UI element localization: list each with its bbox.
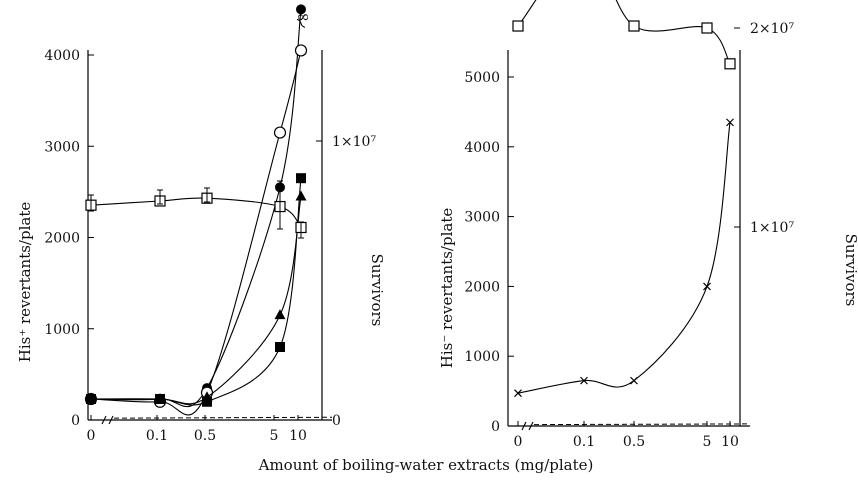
data-point-cross <box>580 376 588 385</box>
x-axis-break-mark <box>521 421 534 431</box>
data-point-filled-triangle <box>295 190 307 201</box>
series-line <box>90 50 302 416</box>
data-point-filled-square <box>155 394 165 405</box>
data-point-filled-square <box>275 342 285 352</box>
data-point-open-square <box>701 22 713 34</box>
left-right-axis-label: Survivors <box>368 254 386 327</box>
x-tick-label: 0 <box>514 434 523 450</box>
axis-break-squiggle <box>296 18 306 28</box>
data-point-open-square <box>512 20 524 32</box>
data-point-filled-square <box>86 394 96 405</box>
x-tick-label: 10 <box>289 428 307 444</box>
x-axis-label: Amount of boiling-water extracts (mg/pla… <box>258 456 594 474</box>
y-left-tick-label: 5000 <box>464 70 500 86</box>
y-right-tick-label: 1×10⁷ <box>750 220 794 236</box>
left-y-axis-label: His⁺ revertants/plate <box>16 202 34 363</box>
y-right-tick-label: 2×10⁷ <box>750 21 794 37</box>
series-line <box>517 122 731 394</box>
y-left-tick-label: 0 <box>71 413 80 429</box>
data-point-open-circle <box>273 126 287 139</box>
x-tick-label: 0.5 <box>623 434 645 450</box>
right-y-axis-label: His⁻ revertants/plate <box>438 208 456 369</box>
y-left-tick-label: 0 <box>491 419 500 435</box>
left-plot-layer: 0 1000 2000 3000 4000 0 1×10⁷ 0 0.1 0.5 5 10 <box>44 4 376 444</box>
y-left-tick-label: 1000 <box>464 349 500 365</box>
right-right-axis-label: Survivors <box>842 234 858 307</box>
data-point-open-square <box>628 20 640 32</box>
y-left-tick-label: 4000 <box>44 48 80 64</box>
data-point-cross <box>630 376 638 385</box>
left-panel: His⁺ revertants/plate Survivors ∞ 010002… <box>16 4 386 444</box>
series-line <box>90 196 302 405</box>
x-tick-label: 5 <box>703 434 712 450</box>
series-line <box>90 197 302 228</box>
y-right-tick-label: 1×10⁷ <box>332 134 376 150</box>
x-tick-label: 0 <box>87 428 96 444</box>
right-plot-layer: 0 1000 2000 3000 4000 5000 1×10⁷ 2×10⁷ 0 0.1 0.5 5 1… <box>464 0 794 450</box>
data-point-cross <box>726 118 734 127</box>
series-line <box>90 178 302 406</box>
right-panel: His⁻ revertants/plate Survivors 0 1000 200… <box>438 0 858 450</box>
x-axis-break-mark <box>101 415 114 425</box>
x-tick-label: 10 <box>721 434 739 450</box>
series-line <box>90 9 302 408</box>
y-left-tick-label: 2000 <box>464 279 500 295</box>
y-left-tick-label: 3000 <box>464 210 500 226</box>
x-tick-label: 5 <box>270 428 279 444</box>
data-point-cross <box>514 389 522 398</box>
x-tick-label: 0.1 <box>573 434 595 450</box>
data-point-filled-triangle <box>274 309 286 320</box>
data-point-filled-square <box>296 173 306 184</box>
data-point-filled-circle <box>296 4 306 15</box>
y-right-tick-label: 0 <box>332 413 341 429</box>
y-left-tick-label: 3000 <box>44 139 80 155</box>
dashed-baseline <box>533 423 751 426</box>
data-point-cross <box>703 282 711 291</box>
data-point-filled-square <box>202 396 212 407</box>
series-line <box>517 0 731 65</box>
dashed-baseline <box>113 416 333 419</box>
y-left-tick-label: 1000 <box>44 322 80 338</box>
x-tick-label: 0.1 <box>146 428 168 444</box>
y-left-tick-label: 2000 <box>44 231 80 247</box>
x-tick-label: 0.5 <box>194 428 216 444</box>
data-point-open-circle <box>294 44 308 57</box>
y-left-tick-label: 4000 <box>464 140 500 156</box>
data-point-open-square <box>724 58 736 70</box>
